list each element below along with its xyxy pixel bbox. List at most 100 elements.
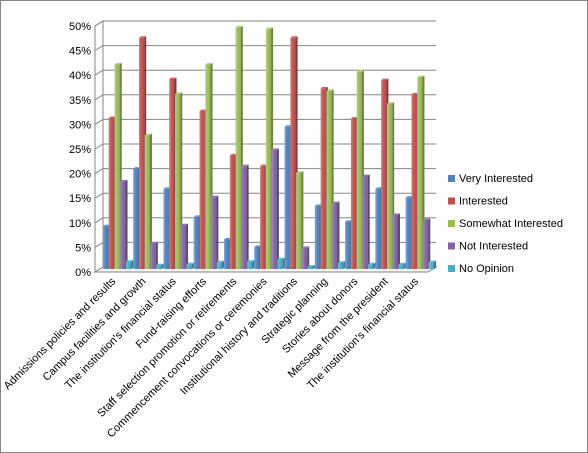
- bar-shading: [277, 259, 283, 269]
- bar: [247, 260, 255, 269]
- bar-top: [320, 86, 328, 89]
- bar: [180, 223, 189, 269]
- bar-side: [155, 241, 158, 269]
- bar-shading: [144, 135, 151, 269]
- bar-side: [307, 246, 310, 269]
- bar-top: [362, 174, 370, 177]
- gridline-side: [94, 118, 104, 125]
- bar-shading: [235, 27, 241, 270]
- bar: [271, 148, 279, 269]
- legend-item: Very Interested: [448, 173, 533, 185]
- gridline-side: [94, 69, 104, 76]
- gridline-side: [94, 143, 104, 150]
- bar-shading: [229, 155, 236, 269]
- bar-top: [326, 89, 334, 91]
- bar-shading: [368, 264, 374, 269]
- y-tick-label: 35%: [69, 95, 91, 107]
- bar-side: [373, 262, 376, 269]
- y-axis: 0% 5% 10% 15% 20% 25% 30% 35% 40% 45% 50%: [69, 21, 104, 279]
- bar-shading: [199, 111, 205, 270]
- bar-shading: [224, 239, 230, 269]
- legend-swatch: [448, 197, 455, 205]
- bar: [428, 260, 437, 269]
- bar-top: [180, 223, 189, 226]
- bar-side: [282, 257, 285, 269]
- bar-top: [345, 220, 353, 222]
- bar-shading: [314, 206, 321, 269]
- y-tick-label: 20%: [69, 169, 91, 181]
- bar: [150, 241, 158, 269]
- y-tick-label: 25%: [69, 144, 91, 156]
- bar-shading: [156, 265, 162, 269]
- bar-top: [254, 245, 262, 247]
- bar: [126, 260, 134, 269]
- bar-top: [133, 167, 141, 169]
- bar-side: [367, 174, 370, 269]
- bar-top: [386, 102, 395, 104]
- bar-top: [398, 262, 406, 265]
- bar-shading: [296, 172, 302, 269]
- bar-side: [131, 260, 134, 269]
- legend-item: Not Interested: [448, 241, 528, 253]
- gridline-side: [94, 94, 104, 101]
- x-tick-label: The institution's financial status: [305, 275, 421, 391]
- bar-top: [260, 164, 268, 167]
- bar-top: [229, 153, 238, 156]
- bar-shading: [392, 214, 398, 269]
- bar-shading: [405, 197, 411, 269]
- bar-side: [191, 262, 194, 269]
- legend-label: Not Interested: [459, 241, 528, 253]
- legend-swatch: [448, 265, 455, 272]
- bar-top: [199, 109, 207, 112]
- y-tick-label: 40%: [69, 70, 91, 82]
- bar-top: [193, 215, 201, 217]
- bar-top: [241, 164, 249, 167]
- bar: [277, 257, 285, 269]
- bar-top: [265, 27, 274, 29]
- bar-top: [284, 125, 292, 127]
- bar-shading: [417, 77, 423, 270]
- legend: Very Interested Interested Somewhat Intere…: [448, 173, 563, 275]
- bar-top: [247, 260, 255, 262]
- bar-top: [411, 92, 419, 95]
- bar-side: [428, 218, 431, 269]
- y-tick-label: 50%: [69, 21, 91, 33]
- bar-top: [139, 36, 147, 38]
- bar-top: [405, 196, 413, 198]
- bar-top: [301, 246, 310, 248]
- bar-shading: [205, 64, 211, 269]
- bar-top: [120, 179, 128, 182]
- bar-top: [277, 257, 285, 260]
- bar-shading: [381, 80, 387, 270]
- bar-side: [125, 179, 128, 269]
- legend-label: Somewhat Interested: [459, 218, 563, 230]
- bar-shading: [386, 103, 393, 269]
- bar-top: [156, 263, 164, 266]
- bar-top: [144, 133, 153, 136]
- bar-shading: [326, 90, 332, 269]
- bar-side: [252, 260, 255, 269]
- legend-label: Very Interested: [459, 173, 533, 185]
- bar-top: [108, 116, 116, 118]
- bar-shading: [114, 64, 120, 269]
- bar-shading: [211, 197, 217, 269]
- legend-label: No Opinion: [459, 263, 514, 275]
- bar: [368, 262, 376, 269]
- bar: [120, 179, 128, 269]
- legend-swatch: [448, 220, 455, 227]
- bar-top: [114, 62, 122, 65]
- bar-top: [235, 25, 243, 28]
- bar-shading: [150, 243, 156, 269]
- bar-top: [169, 77, 177, 80]
- bar-shading: [254, 246, 260, 269]
- bar: [338, 261, 346, 269]
- bar: [144, 133, 153, 269]
- bar-top: [296, 171, 304, 173]
- gridline-side: [94, 192, 104, 199]
- bar-top: [271, 148, 279, 150]
- bar: [332, 201, 340, 269]
- bar-shading: [102, 226, 109, 269]
- bar-top: [126, 260, 134, 262]
- bar-shading: [290, 37, 296, 270]
